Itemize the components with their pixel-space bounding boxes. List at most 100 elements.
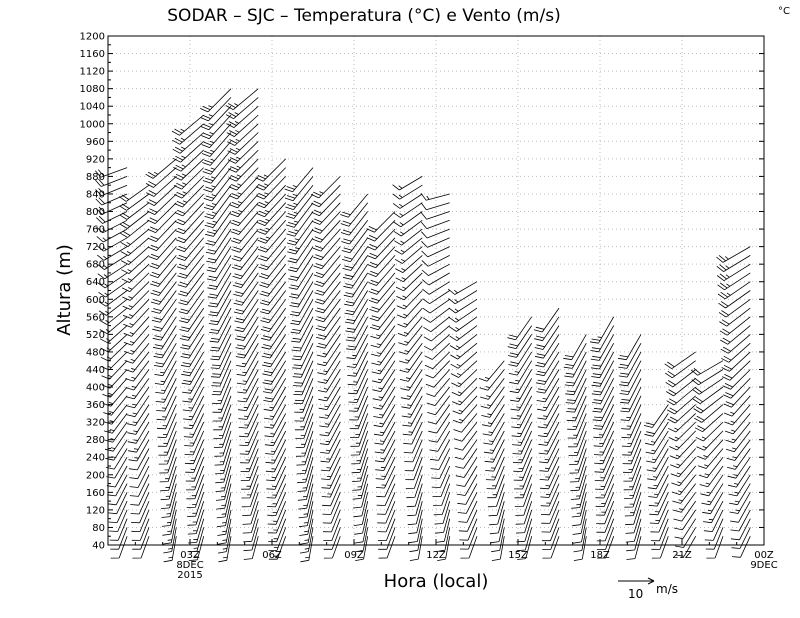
chart-title: SODAR – SJC – Temperatura (°C) e Vento (… (167, 6, 560, 26)
wind-barb (459, 518, 478, 541)
wind-barb (180, 334, 205, 359)
wind-barb (420, 211, 450, 220)
wind-barb (105, 448, 128, 470)
x-tick-label: 2015 (177, 570, 202, 581)
wind-barb (207, 272, 232, 299)
wind-barb (343, 263, 369, 289)
wind-barb (569, 457, 587, 483)
wind-barb (625, 500, 642, 526)
wind-barb (565, 369, 587, 396)
wind-barb (257, 228, 287, 253)
wind-barb (398, 325, 423, 346)
wind-barb (563, 334, 587, 361)
wind-barb (186, 465, 205, 491)
wind-barb (595, 474, 615, 499)
wind-barb (101, 369, 128, 389)
wind-barb (457, 492, 478, 514)
wind-barb (183, 395, 205, 421)
wind-barb (694, 413, 724, 433)
wind-barb (177, 255, 205, 279)
wind-barb (730, 518, 751, 541)
wind-barb (232, 263, 259, 288)
wind-barb (724, 413, 751, 435)
wind-barb (233, 290, 259, 315)
y-tick-label: 920 (86, 154, 105, 165)
wind-barb (213, 404, 232, 431)
wind-barb (311, 202, 341, 225)
wind-barb (539, 465, 560, 490)
wind-barb (721, 342, 751, 363)
wind-barb (619, 378, 642, 404)
wind-barb (596, 500, 615, 525)
wind-barb (355, 536, 369, 561)
wind-barb (262, 360, 287, 385)
wind-barb (230, 211, 259, 235)
wind-barb (284, 176, 314, 202)
wind-barb (706, 536, 724, 559)
wind-barb (341, 228, 369, 254)
wind-barb (729, 483, 751, 506)
wind-barb (210, 351, 232, 378)
y-tick-label: 400 (86, 383, 105, 394)
wind-barb (456, 465, 478, 487)
wind-barb (178, 281, 205, 306)
wind-barb (344, 281, 369, 307)
wind-barb (435, 509, 451, 534)
wind-barb (321, 474, 341, 498)
wind-barb (108, 500, 128, 523)
wind-barb (216, 483, 232, 510)
wind-barb (643, 404, 669, 428)
wind-barb (321, 457, 341, 480)
wind-barb (350, 430, 369, 456)
x-axis-label: Hora (local) (384, 571, 489, 592)
wind-barb (451, 369, 478, 387)
wind-barb (120, 246, 150, 265)
wind-barb (511, 413, 533, 437)
wind-barb (228, 167, 259, 191)
wind-barb (397, 316, 423, 337)
wind-barb (437, 536, 451, 561)
wind-barb (724, 404, 751, 426)
wind-barb (593, 404, 615, 430)
wind-barb (123, 307, 150, 328)
wind-barb (298, 483, 314, 510)
wind-barb (590, 325, 615, 353)
wind-barb (266, 483, 287, 508)
wind-barb (218, 536, 232, 563)
wind-barb (649, 492, 669, 516)
wind-barb (215, 474, 232, 501)
wind-barb (726, 439, 751, 461)
wind-barb (647, 465, 669, 490)
wind-barb (404, 439, 423, 463)
wind-barb (208, 299, 232, 325)
wind-barb (156, 395, 177, 421)
wind-barb (119, 202, 150, 220)
wind-barb (262, 369, 287, 394)
wind-barb (121, 255, 150, 274)
wind-barb (511, 404, 533, 429)
wind-barb (563, 343, 587, 369)
wind-barb (256, 202, 286, 226)
wind-barb (292, 343, 314, 369)
wind-barb (293, 369, 314, 396)
wind-barb (537, 395, 560, 420)
wind-barb (319, 421, 341, 446)
wind-barb (320, 439, 341, 463)
wind-barb (230, 202, 259, 226)
wind-barb (319, 404, 341, 428)
wind-barb (314, 263, 341, 287)
wind-barb (423, 316, 450, 333)
wind-barb (373, 386, 396, 410)
wind-barb (645, 430, 669, 455)
wind-barb (539, 457, 560, 481)
wind-barb (182, 378, 205, 403)
wind-barb (722, 369, 751, 390)
wind-barb (176, 246, 205, 270)
y-tick-label: 1080 (80, 84, 105, 95)
y-tick-label: 600 (86, 295, 105, 306)
wind-barb (289, 272, 314, 299)
wind-barb (120, 237, 150, 256)
y-tick-label: 80 (92, 523, 105, 534)
wind-barb (378, 527, 396, 550)
